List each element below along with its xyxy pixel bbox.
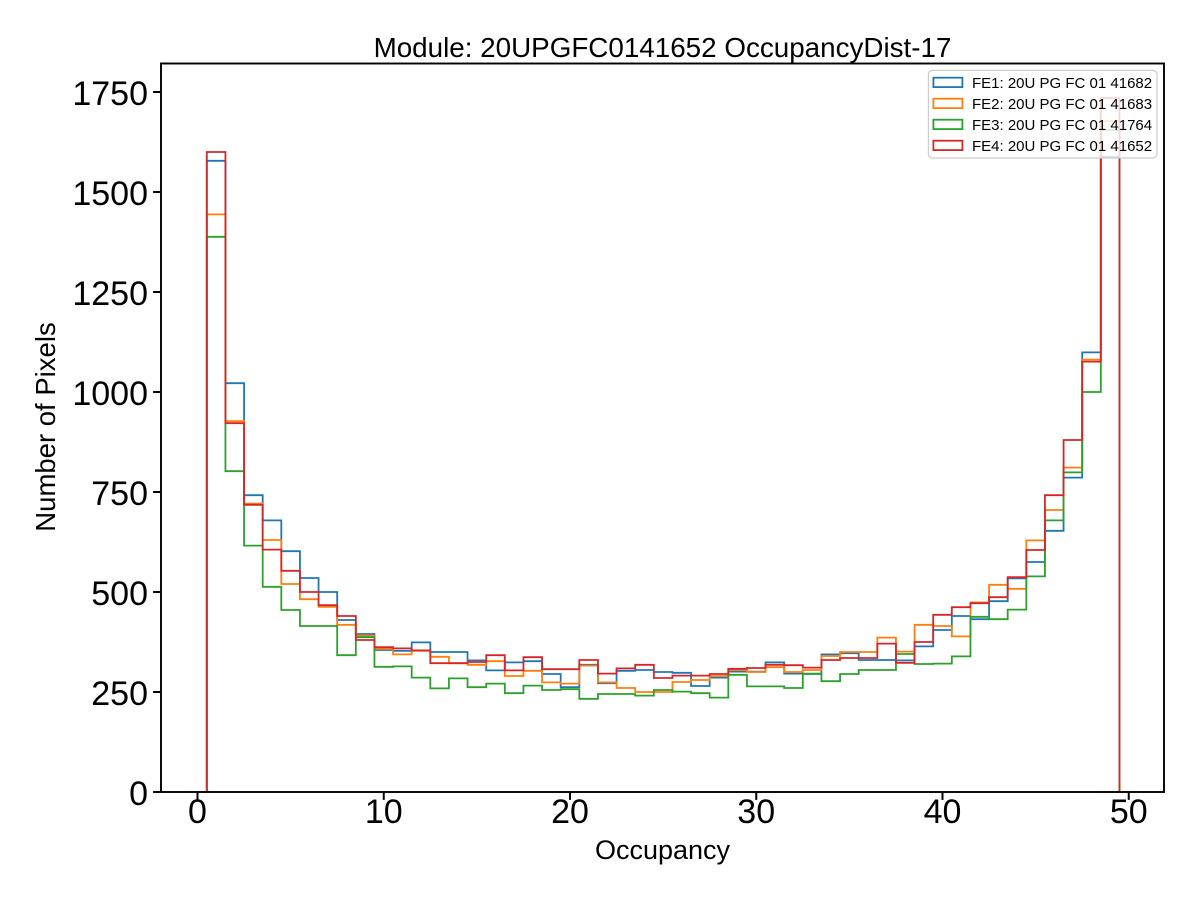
svg-text:FE3: 20U PG FC 01 41764: FE3: 20U PG FC 01 41764 <box>972 117 1152 134</box>
svg-text:1000: 1000 <box>72 375 148 413</box>
svg-text:20: 20 <box>551 793 589 831</box>
svg-text:FE2: 20U PG FC 01 41683: FE2: 20U PG FC 01 41683 <box>972 96 1152 113</box>
svg-text:0: 0 <box>188 793 207 831</box>
svg-text:0: 0 <box>129 775 148 813</box>
svg-text:750: 750 <box>91 475 148 513</box>
svg-text:Module: 20UPGFC0141652 Occupan: Module: 20UPGFC0141652 OccupancyDist-17 <box>374 32 952 63</box>
svg-text:1500: 1500 <box>72 175 148 213</box>
svg-text:Number of Pixels: Number of Pixels <box>30 322 61 531</box>
svg-text:50: 50 <box>1110 793 1148 831</box>
svg-text:40: 40 <box>924 793 962 831</box>
svg-text:500: 500 <box>91 575 148 613</box>
svg-text:1250: 1250 <box>72 275 148 313</box>
svg-text:250: 250 <box>91 675 148 713</box>
svg-text:FE1: 20U PG FC 01 41682: FE1: 20U PG FC 01 41682 <box>972 75 1152 92</box>
svg-text:FE4: 20U PG FC 01 41652: FE4: 20U PG FC 01 41652 <box>972 138 1152 155</box>
svg-text:30: 30 <box>737 793 775 831</box>
svg-text:10: 10 <box>365 793 403 831</box>
svg-text:Occupancy: Occupancy <box>595 835 731 865</box>
svg-text:1750: 1750 <box>72 75 148 113</box>
